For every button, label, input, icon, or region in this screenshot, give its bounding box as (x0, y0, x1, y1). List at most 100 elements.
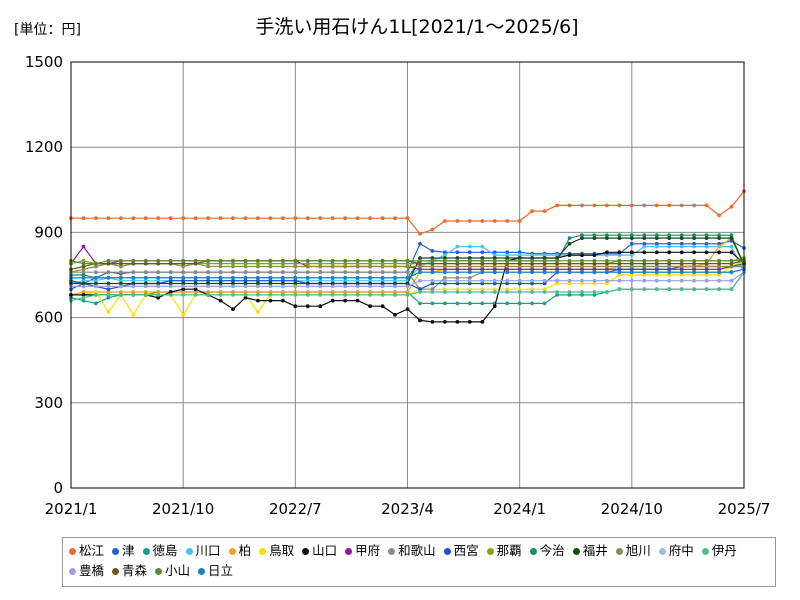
data-point (480, 281, 485, 286)
data-point (505, 290, 510, 294)
data-point (467, 270, 472, 275)
data-point (81, 293, 86, 297)
data-point (256, 216, 260, 221)
data-point (629, 264, 634, 269)
data-point (305, 264, 310, 269)
series-豊橋 (69, 270, 746, 289)
data-point (443, 287, 447, 292)
data-point (193, 290, 198, 294)
legend-item: 日立 (198, 561, 233, 581)
data-point (667, 273, 672, 277)
data-point (617, 203, 622, 208)
data-point (156, 295, 161, 300)
data-point (268, 298, 273, 303)
data-point (181, 275, 186, 280)
data-point (654, 233, 659, 238)
data-point (330, 261, 335, 266)
data-point (168, 216, 173, 221)
legend-label: 甲府 (355, 543, 381, 558)
data-point (592, 267, 597, 272)
data-point (94, 261, 98, 266)
data-point (243, 270, 248, 275)
data-point (517, 253, 522, 257)
data-point (654, 261, 659, 266)
data-point (430, 227, 435, 232)
data-point (679, 270, 684, 275)
data-point (143, 284, 148, 289)
data-point (181, 258, 186, 263)
data-point (692, 236, 696, 241)
data-point (106, 261, 111, 266)
data-point (580, 236, 584, 241)
data-point (106, 270, 111, 275)
data-point (542, 278, 547, 283)
legend-marker-icon (701, 547, 709, 555)
data-point (517, 250, 522, 255)
data-point (355, 298, 360, 303)
data-point (654, 287, 659, 292)
data-point (81, 264, 86, 269)
data-point (654, 250, 659, 255)
data-point (156, 284, 161, 289)
data-point (542, 261, 547, 266)
data-point (455, 278, 460, 283)
data-point (156, 261, 161, 266)
data-point (368, 264, 372, 269)
data-point (181, 278, 186, 283)
data-point (455, 244, 460, 249)
data-point (505, 278, 510, 283)
data-point (717, 278, 721, 283)
data-point (430, 256, 435, 260)
data-point (380, 284, 385, 289)
data-point (654, 278, 659, 283)
data-point (729, 236, 734, 241)
data-point (330, 275, 335, 280)
data-point (256, 281, 260, 286)
data-point (380, 293, 385, 297)
data-point (567, 278, 572, 283)
data-point (530, 256, 534, 260)
data-point (94, 281, 98, 286)
data-point (492, 290, 497, 294)
data-point (605, 290, 609, 294)
data-point (505, 270, 510, 275)
data-point (243, 261, 248, 266)
data-point (555, 261, 559, 266)
data-point (418, 301, 422, 306)
data-point (368, 278, 372, 283)
data-point (305, 293, 310, 297)
data-point (131, 293, 136, 297)
data-point (243, 295, 248, 300)
data-point (231, 278, 235, 283)
data-point (580, 278, 584, 283)
data-point (368, 216, 372, 221)
data-point (517, 264, 522, 269)
x-tick-label: 2021/1 (45, 500, 98, 518)
data-point (181, 290, 186, 294)
data-point (81, 261, 86, 266)
data-point (106, 295, 111, 300)
data-point (293, 216, 298, 221)
data-point (418, 256, 422, 260)
data-point (106, 287, 111, 292)
data-point (418, 287, 422, 292)
data-point (81, 284, 86, 289)
data-point (380, 270, 385, 275)
data-point (94, 270, 98, 275)
data-point (355, 293, 360, 297)
data-point (268, 284, 273, 289)
data-point (106, 216, 111, 221)
x-tick-label: 2024/1 (493, 500, 546, 518)
data-point (318, 275, 323, 280)
data-point (430, 287, 435, 292)
data-point (654, 236, 659, 241)
data-point (156, 278, 161, 283)
data-point (642, 236, 647, 241)
data-point (679, 264, 684, 269)
data-point (580, 258, 584, 263)
data-point (629, 270, 634, 275)
series-lines (69, 189, 746, 324)
legend-item: 伊丹 (701, 541, 737, 561)
legend-item: 那覇 (486, 541, 522, 561)
data-point (256, 293, 260, 297)
